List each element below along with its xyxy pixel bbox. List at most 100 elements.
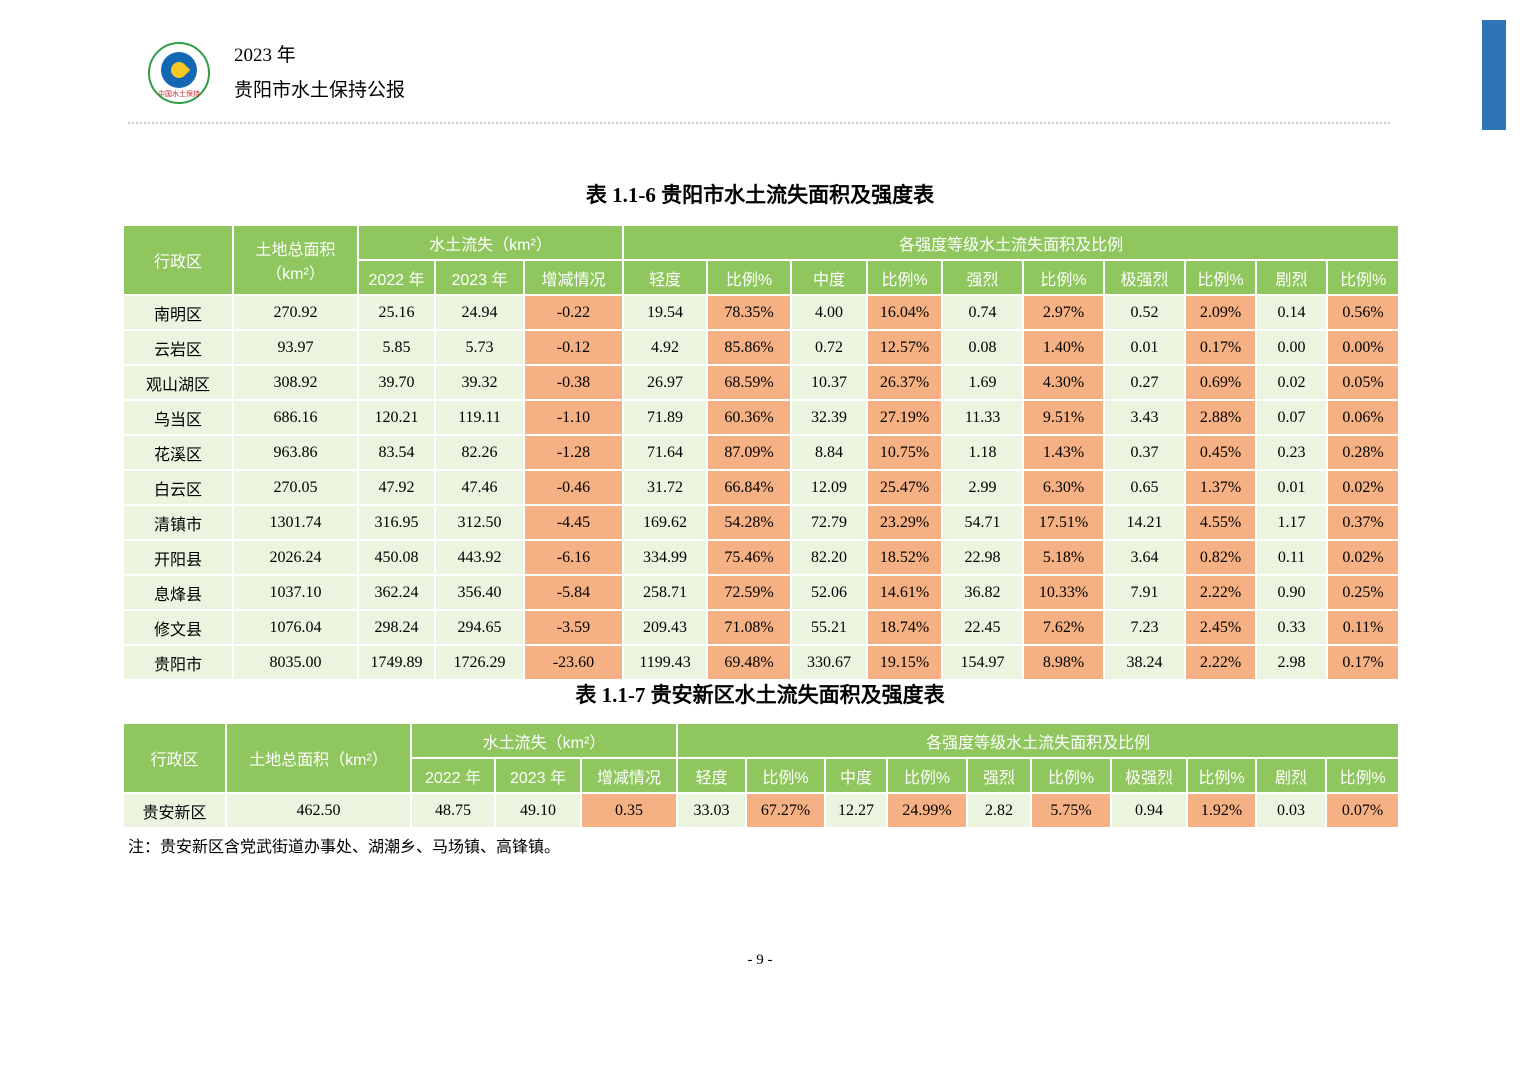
data-cell: 72.59% [706, 574, 793, 611]
header-intensity-group: 各强度等级水土流失面积及比例 [676, 722, 1401, 759]
data-cell: 0.08 [941, 329, 1025, 366]
data-cell: 294.65 [434, 609, 525, 646]
data-cell: 19.15% [866, 644, 944, 681]
table-row: 开阳县 2026.24 450.08 443.92 -6.16 334.99 75.46% 8… [122, 539, 1401, 576]
header-col: 比例% [1186, 757, 1258, 794]
data-cell: 2026.24 [232, 539, 359, 576]
table-guiyang-erosion: 行政区 土地总面积 （km²） 水土流失（km²） 各强度等级水土流失面积及比例 2022… [122, 224, 1401, 681]
header-col: 增减情况 [522, 259, 625, 296]
data-cell: 169.62 [622, 504, 709, 541]
data-cell: 1.17 [1255, 504, 1329, 541]
table-guian-erosion: 行政区 土地总面积（km²） 水土流失（km²） 各强度等级水土流失面积及比例 2022… [122, 722, 1401, 829]
data-cell: 0.69% [1184, 364, 1258, 401]
leaf-hand-icon [167, 58, 191, 82]
data-cell: 12.27 [824, 792, 889, 829]
data-cell: -5.84 [522, 574, 625, 611]
data-cell: 0.17% [1326, 644, 1401, 681]
data-cell: 7.62% [1022, 609, 1106, 646]
data-cell: 0.52 [1103, 294, 1187, 331]
data-cell: 0.05% [1326, 364, 1401, 401]
data-cell: 38.24 [1103, 644, 1187, 681]
data-cell: 19.54 [622, 294, 709, 331]
table1-title: 表 1.1-6 贵阳市水土流失面积及强度表 [585, 183, 935, 207]
header-col: 比例% [1030, 757, 1113, 794]
data-cell: 308.92 [232, 364, 359, 401]
data-cell: 25.16 [357, 294, 436, 331]
header-report-title: 贵阳市水土保持公报 [234, 80, 406, 102]
data-cell: 22.98 [941, 539, 1025, 576]
data-cell: 4.92 [622, 329, 709, 366]
data-cell: 0.74 [941, 294, 1025, 331]
data-cell: 0.07 [1255, 399, 1329, 436]
data-cell: 270.05 [232, 469, 359, 506]
data-cell: 1.37% [1184, 469, 1258, 506]
header-land-area: 土地总面积（km²） [225, 722, 412, 794]
data-cell: 1726.29 [434, 644, 525, 681]
data-cell: 14.61% [866, 574, 944, 611]
data-cell: 0.07% [1325, 792, 1401, 829]
data-cell: 0.01 [1103, 329, 1187, 366]
data-cell: 26.37% [866, 364, 944, 401]
data-cell: 120.21 [357, 399, 436, 436]
data-cell: 0.72 [790, 329, 869, 366]
data-cell: 0.28% [1326, 434, 1401, 471]
data-cell: 6.30% [1022, 469, 1106, 506]
header-row-groups: 行政区土地总面积（km²）水土流失（km²）各强度等级水土流失面积及比例 [122, 722, 1401, 794]
header-col: 剧烈 [1255, 757, 1328, 794]
header-col: 轻度 [676, 757, 748, 794]
row-label: 贵阳市 [122, 644, 234, 681]
header-admin: 行政区 [122, 722, 227, 794]
header-col: 比例% [706, 259, 793, 296]
data-cell: 0.25% [1326, 574, 1401, 611]
table2-title: 表 1.1-7 贵安新区水土流失面积及强度表 [575, 683, 945, 707]
table-row: 贵安新区 462.50 48.75 49.10 0.35 33.03 67.27% 12.27… [122, 792, 1401, 829]
data-cell: 16.04% [866, 294, 944, 331]
data-cell: 5.18% [1022, 539, 1106, 576]
data-cell: 26.97 [622, 364, 709, 401]
data-cell: 33.03 [676, 792, 748, 829]
header-col: 中度 [824, 757, 889, 794]
data-cell: 0.90 [1255, 574, 1329, 611]
data-cell: 67.27% [745, 792, 827, 829]
header-year: 2023 年 [234, 45, 296, 66]
data-cell: 10.37 [790, 364, 869, 401]
data-cell: 2.22% [1184, 574, 1258, 611]
data-cell: 362.24 [357, 574, 436, 611]
data-cell: 2.98 [1255, 644, 1329, 681]
data-cell: 82.26 [434, 434, 525, 471]
data-cell: -3.59 [522, 609, 625, 646]
scrollbar-thumb[interactable] [1482, 20, 1506, 130]
data-cell: 0.37% [1326, 504, 1401, 541]
data-cell: 2.45% [1184, 609, 1258, 646]
data-cell: 55.21 [790, 609, 869, 646]
header-col: 2022 年 [410, 757, 496, 794]
table-row: 息烽县 1037.10 362.24 356.40 -5.84 258.71 72.59% 5… [122, 574, 1401, 611]
data-cell: 27.19% [866, 399, 944, 436]
data-cell: 71.08% [706, 609, 793, 646]
data-cell: 72.79 [790, 504, 869, 541]
data-cell: 68.59% [706, 364, 793, 401]
data-cell: 25.47% [866, 469, 944, 506]
data-cell: 54.28% [706, 504, 793, 541]
data-cell: 52.06 [790, 574, 869, 611]
data-cell: 3.64 [1103, 539, 1187, 576]
data-cell: 1.18 [941, 434, 1025, 471]
data-cell: 443.92 [434, 539, 525, 576]
data-cell: 60.36% [706, 399, 793, 436]
data-cell: 209.43 [622, 609, 709, 646]
data-cell: 32.39 [790, 399, 869, 436]
data-cell: 9.51% [1022, 399, 1106, 436]
data-cell: 1301.74 [232, 504, 359, 541]
data-cell: 270.92 [232, 294, 359, 331]
data-cell: 1.69 [941, 364, 1025, 401]
data-cell: 23.29% [866, 504, 944, 541]
logo-caption: 中国水土保持 [158, 91, 200, 99]
data-cell: 334.99 [622, 539, 709, 576]
data-cell: 0.06% [1326, 399, 1401, 436]
data-cell: 0.82% [1184, 539, 1258, 576]
soil-conservation-logo: 中国水土保持 [148, 42, 210, 105]
header-row-groups: 行政区土地总面积（km²）水土流失（km²）各强度等级水土流失面积及比例 [122, 224, 1401, 296]
header-row-columns: 2022 年 2023 年增减情况 轻度 比例% 中度 比例% 强烈 比例% 极强烈 比例% 剧烈比… [123, 259, 1401, 296]
row-label: 清镇市 [122, 504, 234, 541]
data-cell: 66.84% [706, 469, 793, 506]
